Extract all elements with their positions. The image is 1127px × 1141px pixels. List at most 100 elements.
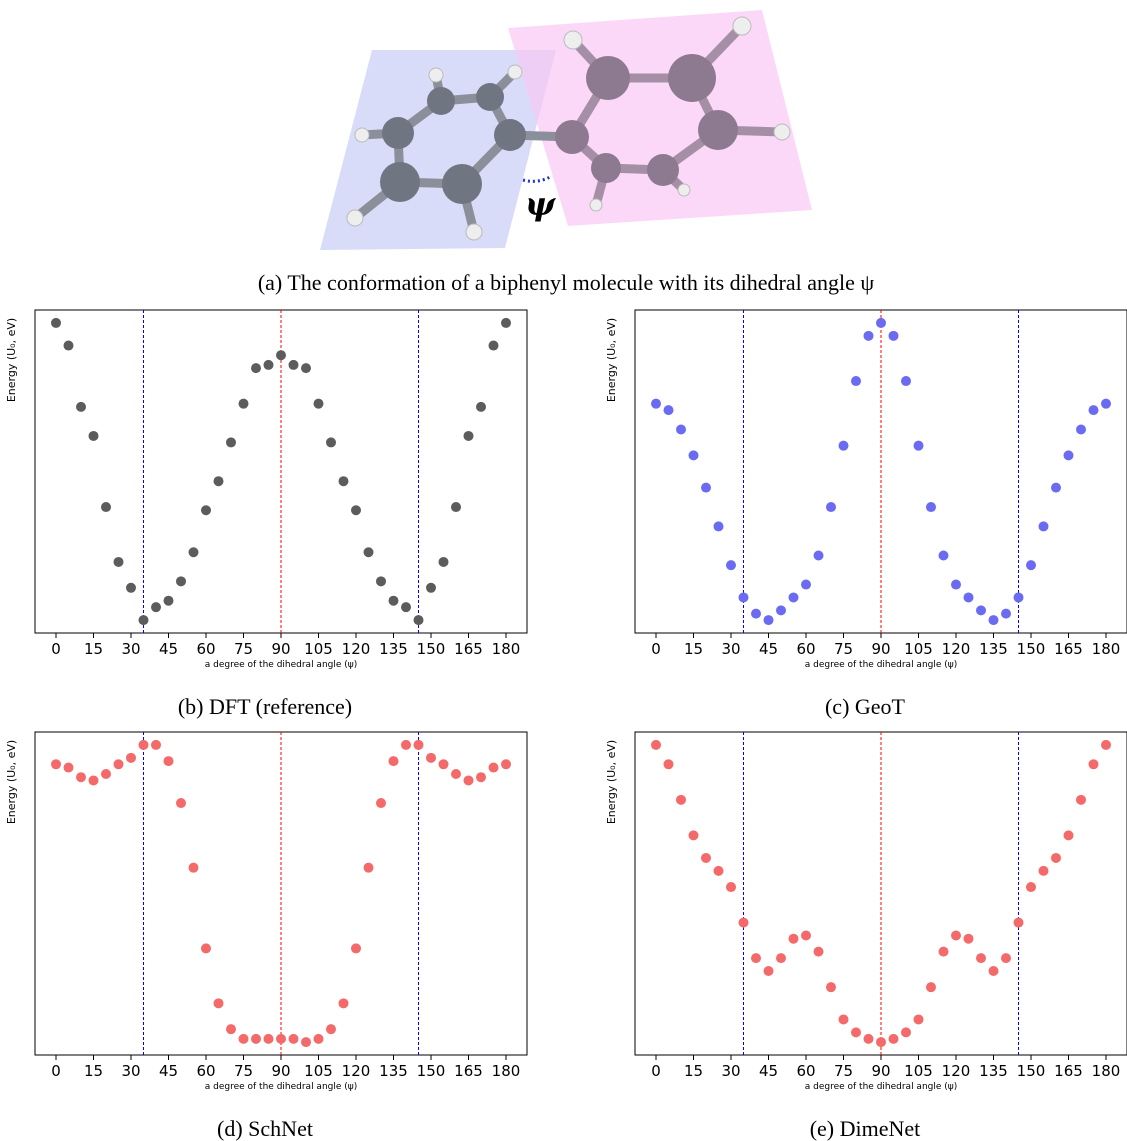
- chart-caption: (d) SchNet: [217, 1116, 313, 1141]
- point: [339, 998, 349, 1008]
- point: [1101, 740, 1111, 750]
- x-tick-label: 45: [759, 640, 778, 658]
- point: [751, 609, 761, 619]
- point: [1014, 592, 1024, 602]
- point: [164, 596, 174, 606]
- point: [214, 998, 224, 1008]
- x-tick-label: 180: [1092, 1062, 1121, 1080]
- x-tick-label: 90: [871, 1062, 890, 1080]
- figure-caption: (a) The conformation of a biphenyl molec…: [258, 270, 875, 295]
- x-tick-label: 180: [492, 1062, 521, 1080]
- point: [676, 425, 686, 435]
- x-tick-label: 30: [721, 640, 740, 658]
- x-tick-label: 45: [759, 1062, 778, 1080]
- point: [1064, 830, 1074, 840]
- point: [951, 580, 961, 590]
- point: [301, 363, 311, 373]
- point: [1051, 853, 1061, 863]
- point: [1089, 759, 1099, 769]
- point: [464, 431, 474, 441]
- point: [189, 547, 199, 557]
- x-tick-label: 120: [342, 640, 371, 658]
- point: [901, 376, 911, 386]
- point: [739, 918, 749, 928]
- x-tick-label: 135: [979, 1062, 1008, 1080]
- point: [76, 402, 86, 412]
- point: [214, 476, 224, 486]
- x-tick-label: 90: [271, 640, 290, 658]
- x-tick-label: 75: [834, 640, 853, 658]
- x-tick-label: 45: [159, 640, 178, 658]
- point: [376, 798, 386, 808]
- point: [864, 331, 874, 341]
- point: [264, 360, 274, 370]
- point: [289, 1034, 299, 1044]
- figure: ψ (a) The conformation of a biphenyl mol…: [0, 0, 1127, 1141]
- point: [989, 966, 999, 976]
- point: [226, 437, 236, 447]
- x-tick-label: 150: [1017, 640, 1046, 658]
- point: [114, 759, 124, 769]
- point: [901, 1027, 911, 1037]
- point: [789, 592, 799, 602]
- point: [151, 602, 161, 612]
- point: [489, 341, 499, 351]
- point: [1064, 450, 1074, 460]
- point: [664, 759, 674, 769]
- point: [676, 795, 686, 805]
- point: [51, 759, 61, 769]
- point: [439, 557, 449, 567]
- x-tick-label: 120: [342, 1062, 371, 1080]
- chart: 0153045607590105120135150165180a degree …: [5, 732, 527, 1141]
- x-tick-label: 105: [304, 1062, 333, 1080]
- point: [389, 596, 399, 606]
- point: [464, 775, 474, 785]
- point: [726, 882, 736, 892]
- x-tick-label: 135: [379, 1062, 408, 1080]
- x-axis-label: a degree of the dihedral angle (ψ): [805, 1082, 957, 1092]
- point: [139, 740, 149, 750]
- x-tick-label: 0: [651, 1062, 661, 1080]
- point: [339, 476, 349, 486]
- point: [939, 550, 949, 560]
- point: [501, 759, 511, 769]
- point: [939, 947, 949, 957]
- point: [951, 930, 961, 940]
- point: [451, 502, 461, 512]
- point: [1076, 795, 1086, 805]
- point: [376, 576, 386, 586]
- point: [801, 930, 811, 940]
- x-tick-label: 15: [84, 1062, 103, 1080]
- x-tick-label: 165: [454, 1062, 483, 1080]
- point: [764, 615, 774, 625]
- point: [351, 943, 361, 953]
- point: [1001, 609, 1011, 619]
- point: [314, 1034, 324, 1044]
- point: [126, 583, 136, 593]
- point: [239, 399, 249, 409]
- x-tick-label: 120: [942, 640, 971, 658]
- point: [814, 947, 824, 957]
- point: [426, 753, 436, 763]
- y-axis-label: Energy (U₀, eV): [5, 318, 18, 402]
- point: [451, 769, 461, 779]
- point: [364, 547, 374, 557]
- chart-caption: (e) DimeNet: [810, 1116, 921, 1141]
- point: [176, 576, 186, 586]
- x-axis-label: a degree of the dihedral angle (ψ): [205, 1082, 357, 1092]
- point: [264, 1034, 274, 1044]
- point: [914, 441, 924, 451]
- point: [226, 1024, 236, 1034]
- point: [864, 1034, 874, 1044]
- point: [176, 798, 186, 808]
- point: [1101, 399, 1111, 409]
- point: [64, 763, 74, 773]
- point: [1014, 918, 1024, 928]
- x-tick-label: 75: [834, 1062, 853, 1080]
- point: [476, 402, 486, 412]
- point: [714, 521, 724, 531]
- point: [914, 1014, 924, 1024]
- x-tick-label: 75: [234, 1062, 253, 1080]
